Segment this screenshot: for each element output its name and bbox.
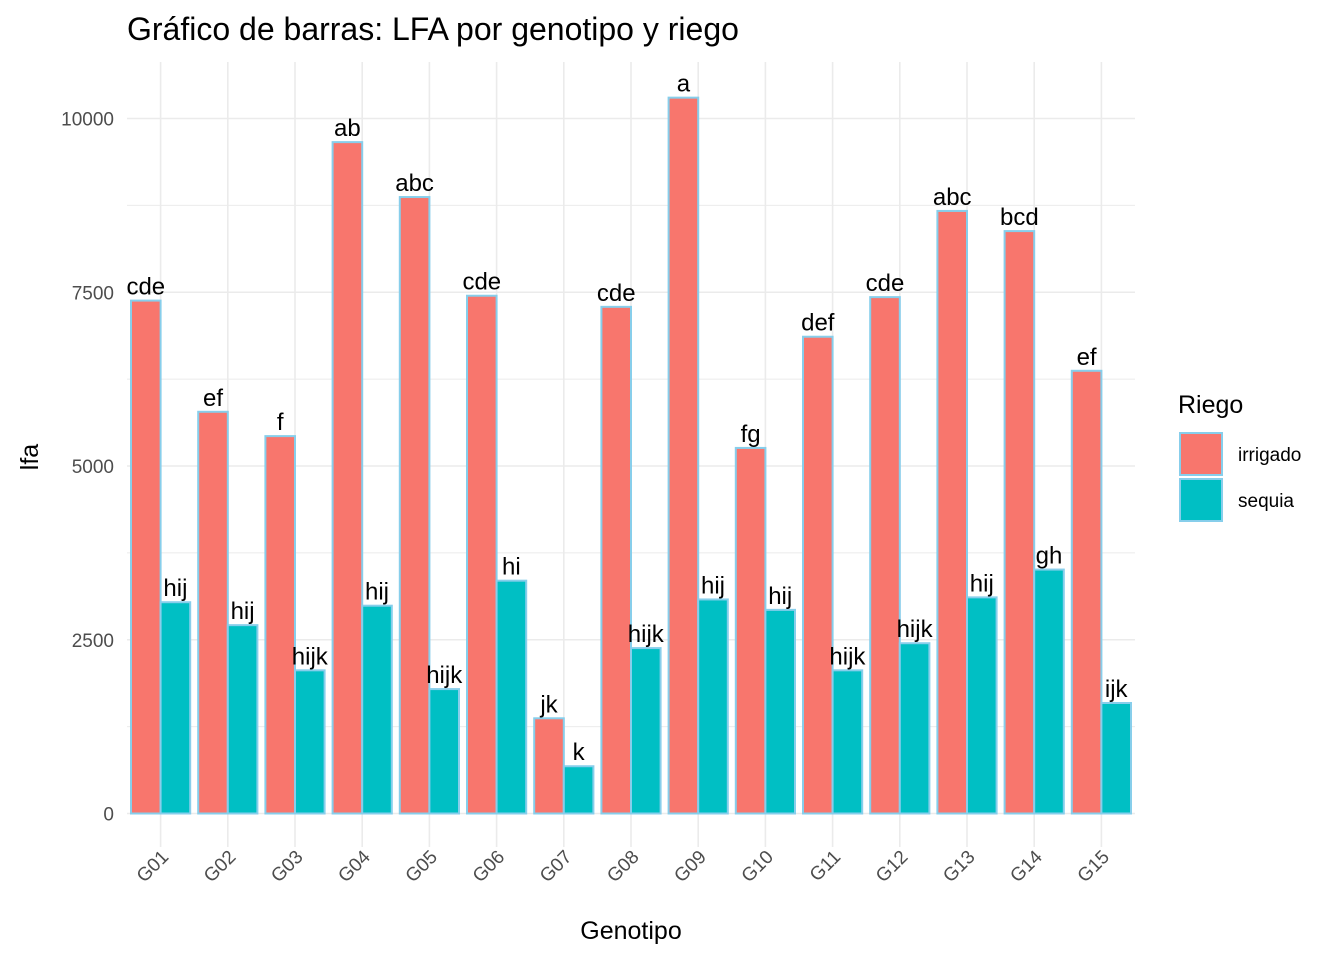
bar-sequia-G07 xyxy=(562,765,595,815)
bar-irrigado-G10 xyxy=(734,446,767,815)
bar-label: hij xyxy=(231,598,255,625)
y-tick-label: 10000 xyxy=(61,110,114,131)
bar-label: hij xyxy=(970,570,994,597)
bar-sequia-G11 xyxy=(831,669,864,815)
x-tick-label: G13 xyxy=(939,847,979,887)
bar-irrigado-G11 xyxy=(802,335,834,815)
bar-irrigado-G02 xyxy=(197,410,229,815)
y-axis-title: lfa xyxy=(16,444,44,471)
x-tick-label: G08 xyxy=(603,847,643,887)
x-tick-label: G06 xyxy=(469,847,509,887)
x-tick-label: G03 xyxy=(267,847,307,887)
bar-sequia-G14 xyxy=(1033,568,1065,815)
bar-sequia-G01 xyxy=(159,601,192,815)
bar-sequia-G13 xyxy=(966,596,998,815)
bar-label: f xyxy=(277,409,284,436)
bar-label: hi xyxy=(502,554,521,581)
bar-label: k xyxy=(573,739,586,766)
x-tick-label: G10 xyxy=(738,847,778,887)
bar-irrigado-G12 xyxy=(869,296,901,815)
bar-label: hijk xyxy=(426,662,463,689)
bar-label: def xyxy=(801,310,835,337)
x-axis-title: Genotipo xyxy=(580,917,681,945)
bar-label: ijk xyxy=(1105,676,1129,703)
y-axis-ticks: 0 2500 5000 7500 10000 xyxy=(61,110,114,826)
x-tick-label: G15 xyxy=(1074,847,1114,887)
bar-irrigado-G03 xyxy=(264,435,296,815)
bar-sequia-G03 xyxy=(294,669,326,815)
bar-label: gh xyxy=(1036,543,1063,570)
bar-label: hijk xyxy=(292,643,329,670)
bar-label: hij xyxy=(768,583,792,610)
bar-label: hijk xyxy=(897,616,934,643)
chart-title: Gráfico de barras: LFA por genotipo y ri… xyxy=(127,11,739,47)
x-tick-label: G02 xyxy=(200,847,240,887)
bar-label: fg xyxy=(741,421,761,448)
x-tick-label: G11 xyxy=(806,847,845,886)
x-tick-label: G04 xyxy=(334,846,375,887)
bar-label: abc xyxy=(933,184,972,211)
bar-label: bcd xyxy=(1000,204,1039,231)
bar-sequia-G06 xyxy=(495,579,528,815)
x-tick-label: G07 xyxy=(536,847,576,887)
bar-sequia-G04 xyxy=(361,604,393,815)
bar-irrigado-G01 xyxy=(130,299,162,815)
bar-irrigado-G15 xyxy=(1070,369,1103,815)
y-tick-label: 0 xyxy=(103,805,114,826)
bar-sequia-G12 xyxy=(898,642,931,815)
legend-key-sequia xyxy=(1179,478,1223,522)
bar-label: jk xyxy=(539,691,558,718)
bar-irrigado-G06 xyxy=(466,294,498,815)
bar-label: ef xyxy=(203,385,223,412)
y-tick-label: 5000 xyxy=(72,457,114,478)
bar-irrigado-G13 xyxy=(936,209,969,815)
bar-irrigado-G08 xyxy=(600,305,633,815)
bar-irrigado-G07 xyxy=(533,717,565,815)
bar-label: ef xyxy=(1077,344,1097,371)
bars xyxy=(130,96,1133,815)
bar-label: cde xyxy=(597,280,636,307)
bar-sequia-G05 xyxy=(428,688,460,815)
bar-sequia-G02 xyxy=(226,624,259,815)
bar-label: hij xyxy=(365,579,389,606)
bar-sequia-G15 xyxy=(1100,701,1133,815)
bar-label: cde xyxy=(126,274,165,301)
legend: Riego irrigado sequia xyxy=(1178,391,1301,522)
bar-label: cde xyxy=(462,269,501,296)
bar-label: ab xyxy=(334,115,361,142)
bar-irrigado-G14 xyxy=(1003,230,1036,815)
bar-sequia-G09 xyxy=(697,598,729,815)
bar-labels: cde ef f ab abc cde jk cde a fg def cde abc bcd ef hij h… xyxy=(126,71,1128,767)
legend-label-sequia: sequia xyxy=(1238,491,1294,512)
x-tick-label: G14 xyxy=(1006,846,1047,887)
x-tick-label: G05 xyxy=(402,847,442,887)
y-tick-label: 2500 xyxy=(72,631,114,652)
x-axis-ticks: G01 G02 G03 G04 G05 G06 G07 G08 G09 G10 G11 G12 G13 G… xyxy=(133,846,1114,887)
x-tick-label: G01 xyxy=(133,847,173,887)
bar-irrigado-G05 xyxy=(398,196,431,815)
bar-sequia-G08 xyxy=(630,647,662,815)
bar-label: hijk xyxy=(829,643,866,670)
bar-irrigado-G04 xyxy=(331,141,364,815)
bar-label: a xyxy=(677,71,691,98)
bar-irrigado-G09 xyxy=(667,96,700,815)
bar-label: abc xyxy=(395,170,434,197)
x-tick-label: G09 xyxy=(670,847,710,887)
x-tick-label: G12 xyxy=(872,847,912,887)
bar-sequia-G10 xyxy=(764,608,797,815)
legend-title: Riego xyxy=(1178,391,1243,419)
legend-key-irrigado xyxy=(1179,432,1223,476)
bar-label: hijk xyxy=(628,621,665,648)
bar-label: hij xyxy=(163,575,187,602)
bar-label: hij xyxy=(701,572,725,599)
y-tick-label: 7500 xyxy=(72,283,114,304)
legend-label-irrigado: irrigado xyxy=(1238,445,1301,466)
bar-label: cde xyxy=(866,270,905,297)
